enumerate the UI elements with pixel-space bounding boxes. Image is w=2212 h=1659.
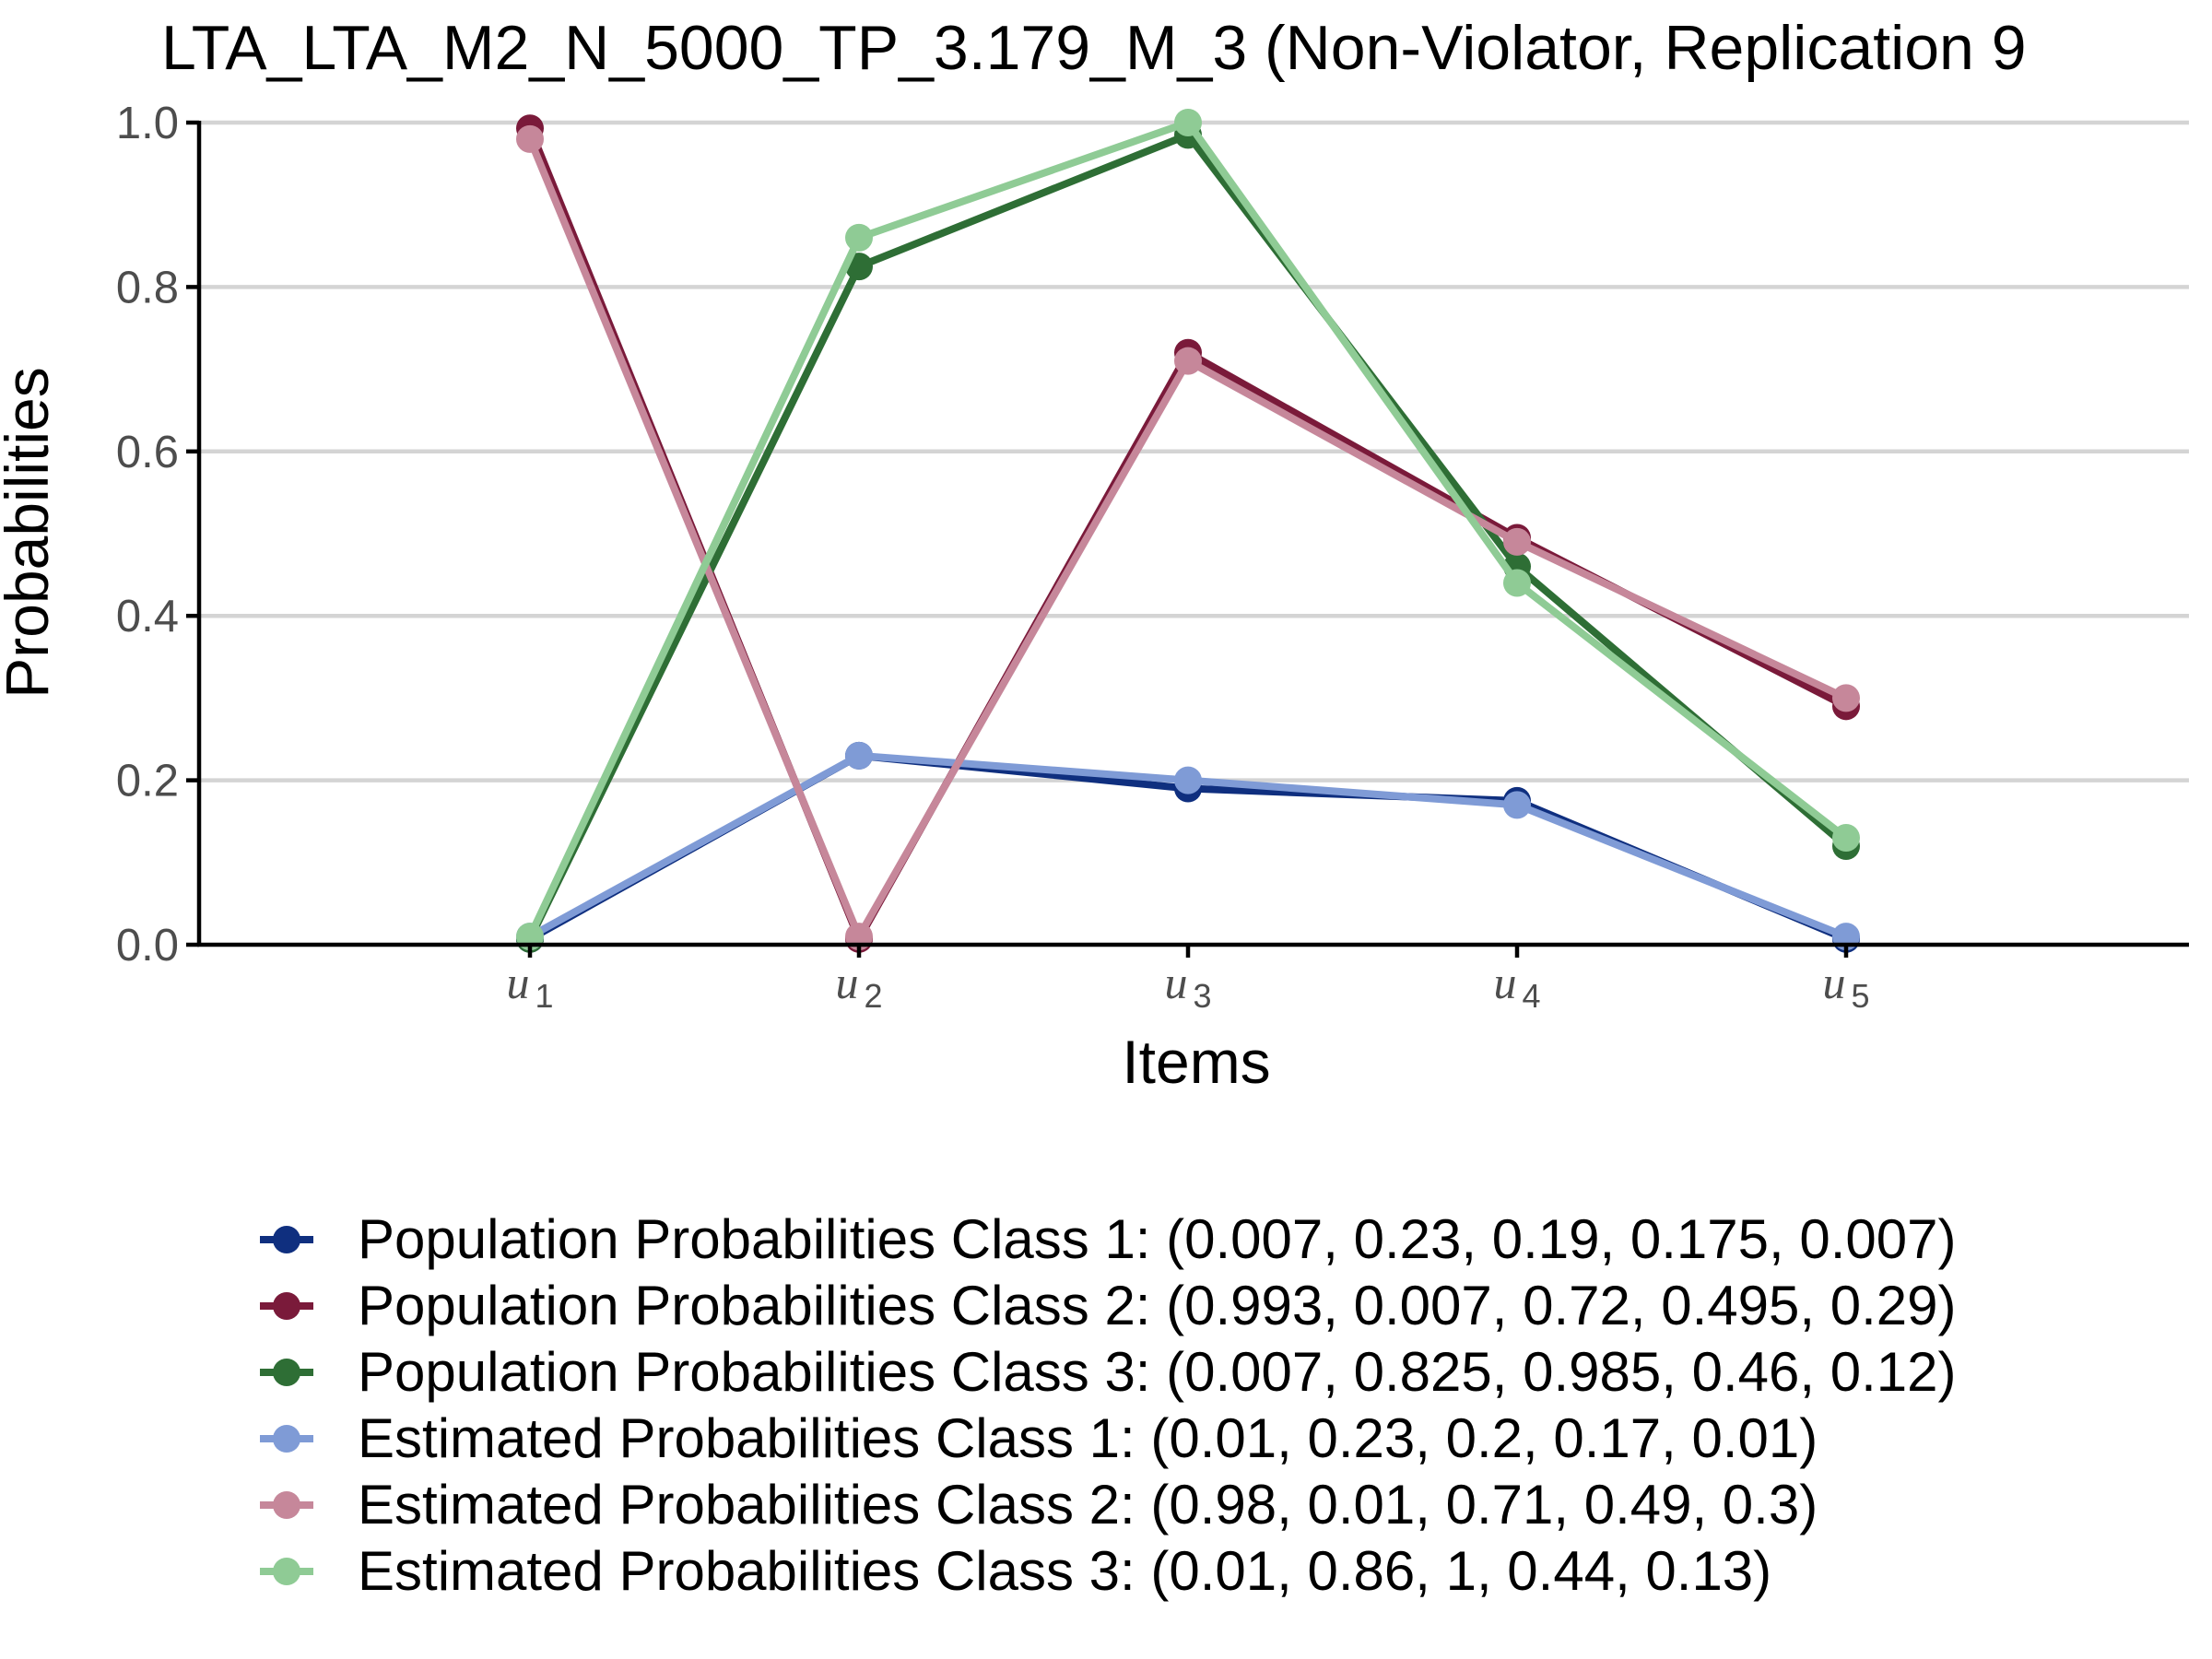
legend-key-point bbox=[273, 1425, 300, 1453]
y-tick-label: 0.4 bbox=[116, 592, 179, 641]
chart-title: LTA_LTA_M2_N_5000_TP_3.179_M_3 (Non-Viol… bbox=[161, 13, 2027, 83]
y-tick-label: 0.6 bbox=[116, 428, 179, 477]
legend-key-point bbox=[273, 1491, 300, 1519]
data-point bbox=[1503, 527, 1531, 556]
data-point bbox=[516, 124, 544, 153]
data-point bbox=[1174, 347, 1202, 375]
axes bbox=[196, 121, 2189, 958]
legend-item: Population Probabilities Class 1: (0.007… bbox=[260, 1208, 1956, 1270]
legend-item: Estimated Probabilities Class 1: (0.01, … bbox=[260, 1407, 1818, 1469]
data-point bbox=[1503, 791, 1531, 819]
legend-key-point bbox=[273, 1226, 300, 1253]
data-point bbox=[1174, 109, 1202, 136]
legend: Population Probabilities Class 1: (0.007… bbox=[260, 1208, 1956, 1602]
data-point bbox=[845, 741, 873, 770]
x-axis-title: Items bbox=[1122, 1028, 1270, 1096]
data-point bbox=[1503, 569, 1531, 597]
legend-label: Estimated Probabilities Class 2: (0.98, … bbox=[358, 1474, 1818, 1535]
series-lines bbox=[516, 109, 1860, 953]
y-tick-label: 1.0 bbox=[116, 99, 179, 148]
data-point bbox=[1832, 684, 1860, 712]
legend-label: Estimated Probabilities Class 1: (0.01, … bbox=[358, 1407, 1818, 1469]
legend-item: Estimated Probabilities Class 3: (0.01, … bbox=[260, 1540, 1771, 1602]
legend-item: Estimated Probabilities Class 2: (0.98, … bbox=[260, 1474, 1818, 1535]
tick-labels: 0.0 0.2 0.4 0.6 0.8 1.0 u 1 u 2 u 3 u 4 u 5 bbox=[116, 99, 1870, 1015]
y-tick-label: 0.0 bbox=[116, 921, 179, 971]
legend-label: Estimated Probabilities Class 3: (0.01, … bbox=[358, 1540, 1771, 1602]
legend-label: Population Probabilities Class 2: (0.993… bbox=[358, 1275, 1956, 1336]
series-line bbox=[526, 131, 1849, 941]
y-tick-label: 0.8 bbox=[116, 263, 179, 312]
legend-label: Population Probabilities Class 3: (0.007… bbox=[358, 1341, 1956, 1403]
data-point bbox=[845, 223, 873, 252]
series-6 bbox=[516, 109, 1860, 951]
data-point bbox=[1174, 766, 1202, 794]
series-4 bbox=[516, 741, 1860, 951]
y-axis-title: Probabilities bbox=[0, 367, 61, 699]
legend-label: Population Probabilities Class 1: (0.007… bbox=[358, 1208, 1956, 1270]
legend-key-point bbox=[273, 1558, 300, 1585]
legend-item: Population Probabilities Class 3: (0.007… bbox=[260, 1341, 1956, 1403]
y-tick-label: 0.2 bbox=[116, 757, 179, 806]
data-point bbox=[1832, 824, 1860, 853]
legend-item: Population Probabilities Class 2: (0.993… bbox=[260, 1275, 1956, 1336]
legend-key-point bbox=[273, 1292, 300, 1320]
legend-key-point bbox=[273, 1359, 300, 1386]
grid-lines bbox=[186, 120, 2189, 947]
